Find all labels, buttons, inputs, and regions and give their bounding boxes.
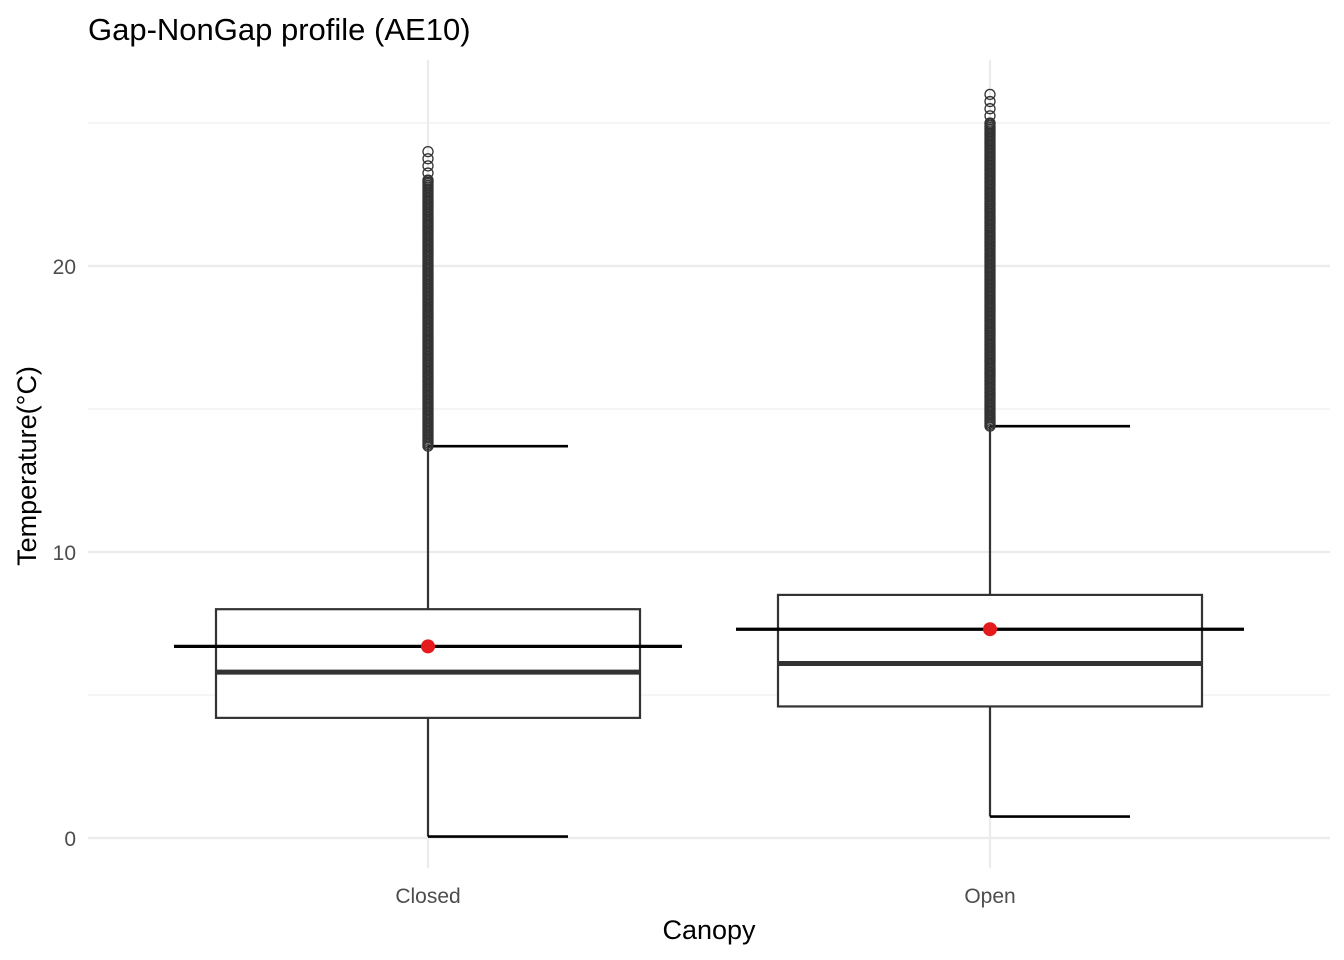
y-axis-title: Temperature(°C) [12, 366, 42, 566]
outlier-point [984, 103, 996, 115]
x-tick-label: Open [964, 885, 1015, 908]
box-series [174, 88, 1244, 838]
x-tick-label: Closed [395, 885, 460, 908]
iqr-box [776, 593, 1204, 708]
outlier-point [422, 145, 434, 158]
y-tick-label: 20 [53, 256, 76, 279]
outlier-point [984, 110, 996, 122]
chart-title: Gap-NonGap profile (AE10) [88, 12, 471, 47]
box-group-open [736, 88, 1244, 818]
outlier-point [422, 167, 434, 179]
outlier-point [422, 160, 434, 172]
outlier-point [984, 95, 996, 108]
y-tick-label: 0 [64, 828, 76, 851]
mean-point [421, 639, 435, 654]
outlier-point [422, 174, 434, 186]
outlier-point [984, 88, 996, 101]
y-axis-ticks: 0 10 20 [53, 256, 76, 851]
mean-point [983, 622, 997, 637]
iqr-box [214, 608, 642, 719]
x-axis-ticks: Closed Open [395, 885, 1015, 908]
gridlines [88, 60, 1330, 868]
outlier-point [422, 153, 434, 165]
y-tick-label: 10 [53, 542, 76, 565]
x-axis-title: Canopy [662, 915, 756, 945]
box-group-closed [174, 145, 682, 838]
outlier-point [984, 117, 996, 129]
